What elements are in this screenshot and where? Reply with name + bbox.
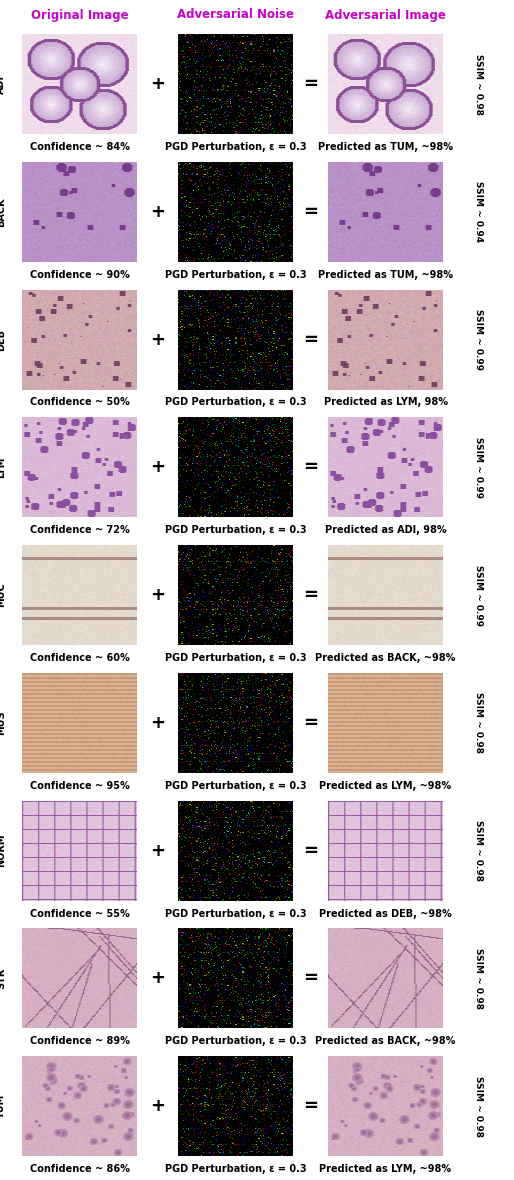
Text: Predicted as BACK, ~98%: Predicted as BACK, ~98%	[315, 1036, 456, 1047]
Text: LYM: LYM	[0, 457, 6, 478]
Text: PGD Perturbation, ε = 0.3: PGD Perturbation, ε = 0.3	[164, 398, 306, 407]
Text: =: =	[303, 714, 318, 732]
Text: STR: STR	[0, 968, 6, 989]
Text: TUM: TUM	[0, 1094, 6, 1119]
Text: Confidence ~ 95%: Confidence ~ 95%	[30, 781, 130, 791]
Text: =: =	[303, 330, 318, 348]
Text: Predicted as DEB, ~98%: Predicted as DEB, ~98%	[319, 909, 452, 918]
Text: Predicted as BACK, ~98%: Predicted as BACK, ~98%	[315, 653, 456, 663]
Text: Predicted as TUM, ~98%: Predicted as TUM, ~98%	[318, 270, 453, 280]
Text: Adversarial Image: Adversarial Image	[325, 8, 446, 21]
Text: Predicted as LYM, 98%: Predicted as LYM, 98%	[323, 398, 448, 407]
Text: Confidence ~ 72%: Confidence ~ 72%	[30, 525, 130, 536]
Text: Confidence ~ 86%: Confidence ~ 86%	[30, 1165, 130, 1174]
Text: Predicted as ADI, 98%: Predicted as ADI, 98%	[325, 525, 446, 536]
Text: PGD Perturbation, ε = 0.3: PGD Perturbation, ε = 0.3	[164, 270, 306, 280]
Text: +: +	[150, 714, 165, 732]
Text: Predicted as LYM, ~98%: Predicted as LYM, ~98%	[319, 781, 452, 791]
Text: Predicted as LYM, ~98%: Predicted as LYM, ~98%	[319, 1165, 452, 1174]
Text: PGD Perturbation, ε = 0.3: PGD Perturbation, ε = 0.3	[164, 142, 306, 152]
Text: SSIM ~ 0.98: SSIM ~ 0.98	[474, 1076, 484, 1136]
Text: Confidence ~ 84%: Confidence ~ 84%	[30, 142, 130, 152]
Text: +: +	[150, 1097, 165, 1115]
Text: BACK: BACK	[0, 197, 6, 227]
Text: +: +	[150, 970, 165, 988]
Text: SSIM ~ 0.98: SSIM ~ 0.98	[474, 693, 484, 753]
Text: Confidence ~ 60%: Confidence ~ 60%	[30, 653, 130, 663]
Text: +: +	[150, 458, 165, 477]
Text: Confidence ~ 55%: Confidence ~ 55%	[30, 909, 130, 918]
Text: NORM: NORM	[0, 834, 6, 867]
Text: +: +	[150, 203, 165, 221]
Text: =: =	[303, 1097, 318, 1115]
Text: Confidence ~ 50%: Confidence ~ 50%	[30, 398, 130, 407]
Text: SSIM ~ 0.99: SSIM ~ 0.99	[474, 564, 484, 625]
Text: =: =	[303, 841, 318, 860]
Text: ADI: ADI	[0, 74, 6, 93]
Text: Predicted as TUM, ~98%: Predicted as TUM, ~98%	[318, 142, 453, 152]
Text: SSIM ~ 0.94: SSIM ~ 0.94	[474, 182, 484, 242]
Text: =: =	[303, 76, 318, 93]
Text: MUC: MUC	[0, 583, 6, 608]
Text: Original Image: Original Image	[31, 8, 128, 21]
Text: +: +	[150, 76, 165, 93]
Text: SSIM ~ 0.99: SSIM ~ 0.99	[474, 437, 484, 498]
Text: PGD Perturbation, ε = 0.3: PGD Perturbation, ε = 0.3	[164, 909, 306, 918]
Text: +: +	[150, 586, 165, 604]
Text: PGD Perturbation, ε = 0.3: PGD Perturbation, ε = 0.3	[164, 1036, 306, 1047]
Text: +: +	[150, 841, 165, 860]
Text: DEB: DEB	[0, 328, 6, 350]
Text: MUS: MUS	[0, 710, 6, 735]
Text: SSIM ~ 0.98: SSIM ~ 0.98	[474, 948, 484, 1009]
Text: =: =	[303, 970, 318, 988]
Text: PGD Perturbation, ε = 0.3: PGD Perturbation, ε = 0.3	[164, 653, 306, 663]
Text: =: =	[303, 458, 318, 477]
Text: =: =	[303, 203, 318, 221]
Text: SSIM ~ 0.99: SSIM ~ 0.99	[474, 309, 484, 371]
Text: =: =	[303, 586, 318, 604]
Text: PGD Perturbation, ε = 0.3: PGD Perturbation, ε = 0.3	[164, 1165, 306, 1174]
Text: Adversarial Noise: Adversarial Noise	[177, 8, 294, 21]
Text: PGD Perturbation, ε = 0.3: PGD Perturbation, ε = 0.3	[164, 781, 306, 791]
Text: Confidence ~ 89%: Confidence ~ 89%	[30, 1036, 130, 1047]
Text: SSIM ~ 0.98: SSIM ~ 0.98	[474, 820, 484, 881]
Text: PGD Perturbation, ε = 0.3: PGD Perturbation, ε = 0.3	[164, 525, 306, 536]
Text: +: +	[150, 330, 165, 348]
Text: SSIM ~ 0.98: SSIM ~ 0.98	[474, 53, 484, 114]
Text: Confidence ~ 90%: Confidence ~ 90%	[30, 270, 130, 280]
